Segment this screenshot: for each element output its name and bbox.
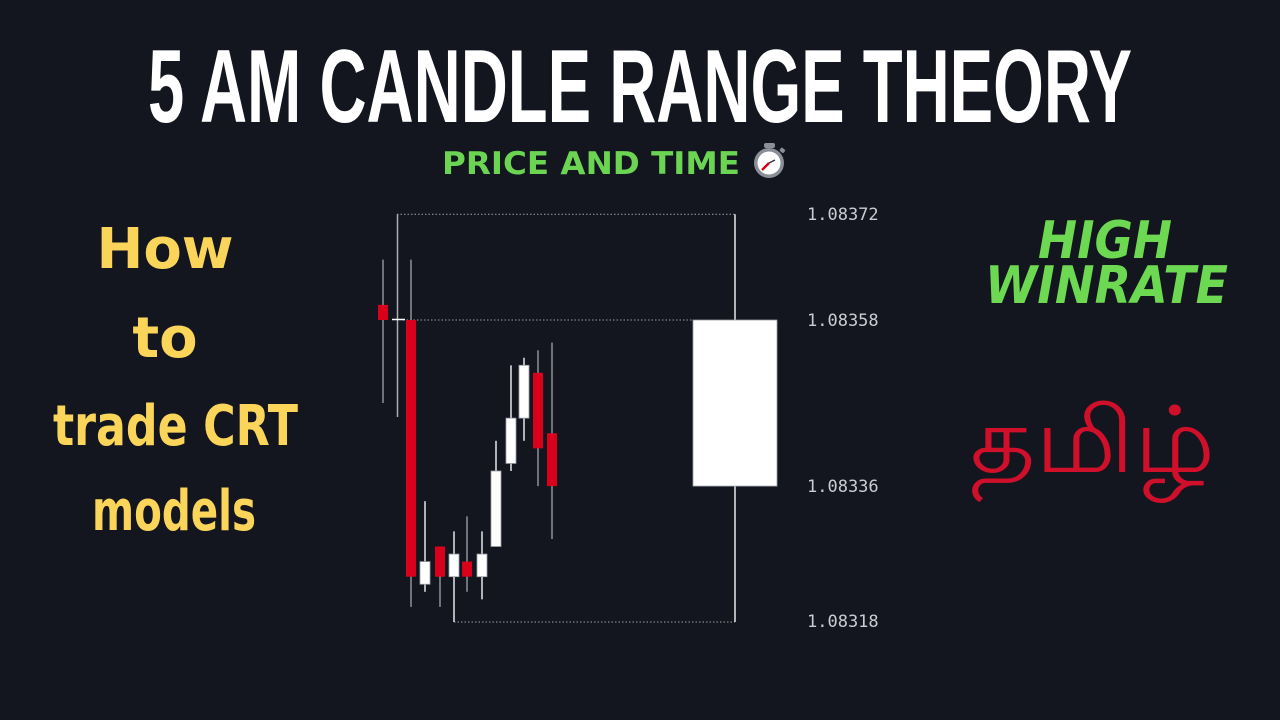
ltf-candle [406, 259, 416, 607]
candle-body [533, 372, 543, 449]
ltf-candle [533, 350, 543, 487]
stopwatch-icon [754, 143, 786, 178]
candle-body [547, 433, 557, 487]
ltf-candle [518, 357, 530, 441]
y-tick-label: 1.08318 [807, 612, 879, 632]
y-axis-labels: 1.08372 1.08358 1.08336 1.08318 [807, 205, 879, 632]
right-line-winrate: WINRATE [985, 256, 1228, 316]
candle-body [406, 320, 416, 577]
candle-body [490, 470, 502, 547]
candle-body [505, 417, 517, 464]
ltf-candle [490, 440, 502, 547]
candle-body [476, 553, 488, 578]
right-tagline: HIGH WINRATE [985, 211, 1228, 316]
left-line-to: to [132, 306, 197, 371]
ltf-candle [462, 516, 472, 592]
htf-candle [692, 214, 778, 622]
candle-body [419, 561, 431, 585]
ltf-candle [419, 501, 431, 592]
ltf-candle [448, 531, 460, 622]
left-line-how: How [96, 217, 233, 282]
ltf-candle [435, 546, 445, 607]
candle-body [448, 553, 460, 578]
candle-body [378, 304, 388, 320]
candlestick-chart: 1.08372 1.08358 1.08336 1.08318 [378, 205, 879, 632]
left-line-trade-crt: trade CRT [53, 394, 298, 459]
ltf-candle [547, 342, 557, 539]
y-tick-label: 1.08336 [807, 477, 879, 497]
candle-body [518, 364, 530, 419]
subtitle: PRICE AND TIME [442, 146, 740, 182]
left-tagline: How to trade CRT models [53, 217, 298, 544]
right-line-high: HIGH [1038, 211, 1172, 271]
range-levels [392, 213, 735, 623]
candle-body [462, 561, 472, 577]
title: 5 AM CANDLE RANGE THEORY [148, 29, 1132, 145]
candles [378, 214, 778, 622]
left-line-models: models [92, 479, 256, 544]
candle-body [692, 319, 778, 487]
candle-body [435, 546, 445, 577]
y-tick-label: 1.08372 [807, 205, 879, 225]
ltf-candle [378, 259, 388, 404]
y-tick-label: 1.08358 [807, 311, 879, 331]
ltf-candle [505, 365, 517, 471]
ltf-candle [476, 531, 488, 600]
tamil-label: தமிழ் [970, 387, 1215, 503]
